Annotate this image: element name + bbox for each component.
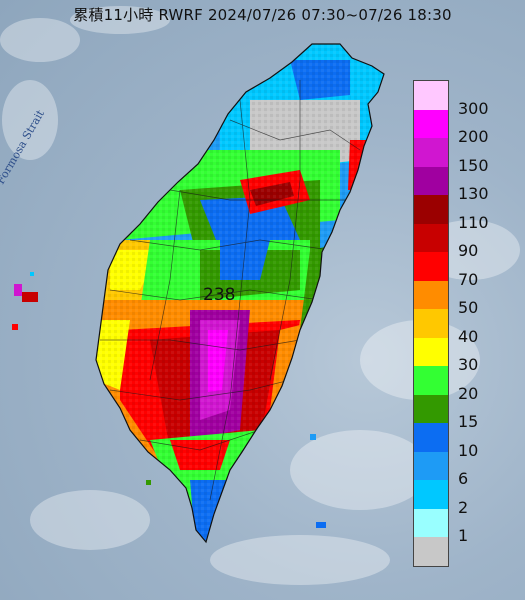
legend-label: 2: [458, 497, 469, 517]
legend-swatch: [414, 394, 448, 424]
legend-swatch: [414, 508, 448, 538]
legend-label: 1: [458, 526, 469, 546]
taiwan-coastline: [95, 43, 385, 544]
legend-swatch: [414, 480, 448, 509]
legend-swatch: [414, 366, 448, 395]
offshore-echoes: [12, 272, 326, 528]
legend-label: 6: [458, 469, 469, 489]
legend-swatch: [414, 81, 448, 110]
legend-label: 110: [458, 212, 489, 232]
legend-label: 15: [458, 412, 479, 432]
legend-swatch: [414, 109, 448, 139]
legend-swatch: [414, 280, 448, 310]
color-legend: [413, 80, 449, 567]
legend-swatch: [414, 451, 448, 481]
legend-label: 70: [458, 269, 479, 289]
legend-label: 20: [458, 383, 479, 403]
legend-label: 150: [458, 155, 489, 175]
legend-label: 200: [458, 127, 489, 147]
legend-swatch: [414, 252, 448, 281]
legend-label: 10: [458, 440, 479, 460]
legend-swatch: [414, 309, 448, 338]
legend-swatch: [414, 195, 448, 224]
legend-label: 40: [458, 326, 479, 346]
legend-label: 300: [458, 98, 489, 118]
legend-label: 90: [458, 241, 479, 261]
map-title: 累積11小時 RWRF 2024/07/26 07:30~07/26 18:30: [73, 6, 452, 24]
legend-label: 50: [458, 298, 479, 318]
legend-swatch: [414, 166, 448, 196]
legend-swatch: [414, 337, 448, 367]
legend-swatch: [414, 537, 448, 566]
legend-label: 30: [458, 355, 479, 375]
max-value-label: 238: [203, 285, 236, 305]
legend-swatch: [414, 138, 448, 167]
legend-swatch: [414, 223, 448, 253]
legend-swatch: [414, 423, 448, 452]
legend-label: 130: [458, 184, 489, 204]
